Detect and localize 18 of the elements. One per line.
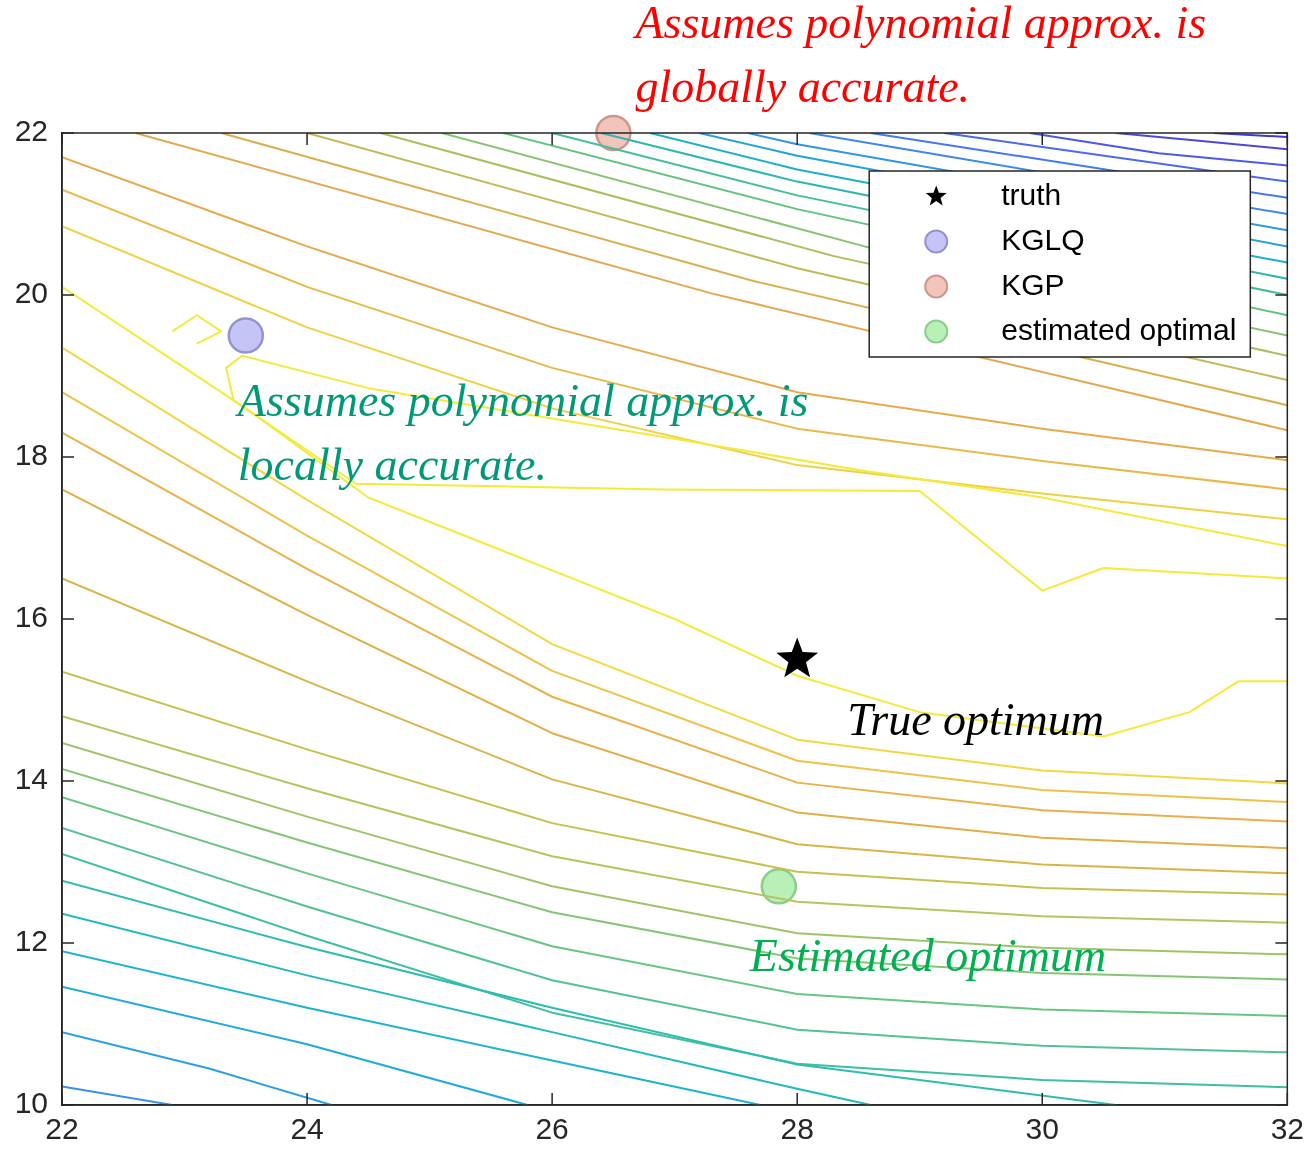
y-tick-label: 18 [14, 438, 48, 472]
x-tick-label: 26 [535, 1112, 569, 1146]
legend-label: estimated optimal [1001, 312, 1237, 346]
x-tick-label: 28 [780, 1112, 814, 1146]
x-tick-label: 24 [290, 1112, 324, 1146]
y-tick-label: 22 [14, 114, 48, 148]
y-tick-label: 12 [14, 924, 48, 958]
legend-label: KGLQ [1001, 222, 1085, 256]
x-tick-label: 22 [45, 1112, 79, 1146]
x-tick-label: 30 [1025, 1112, 1059, 1146]
y-tick-label: 20 [14, 276, 48, 310]
y-tick-label: 16 [14, 600, 48, 634]
annotation: Assumes polynomial approx. is globally accurate. [632, 0, 1207, 113]
legend-label: KGP [1001, 267, 1065, 301]
y-tick-label: 10 [14, 1086, 48, 1120]
legend-label: truth [1001, 177, 1062, 211]
y-tick-label: 14 [14, 762, 48, 796]
x-tick-label: 32 [1270, 1112, 1304, 1146]
